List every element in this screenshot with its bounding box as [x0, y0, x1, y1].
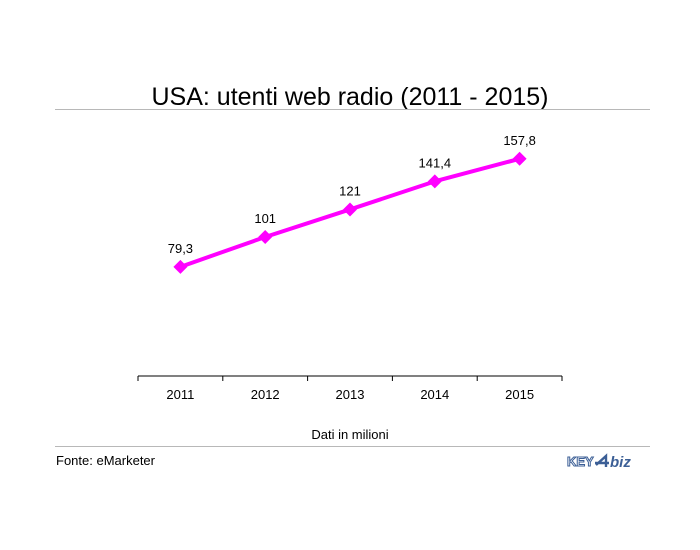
svg-text:KEY: KEY [567, 454, 594, 469]
key4biz-logo: KEY biz [567, 453, 631, 471]
svg-text:biz: biz [610, 454, 631, 471]
units-note: Dati in milioni [311, 427, 389, 442]
line-chart: 2011 2012 2013 2014 2015 79,3 101 121 141,4 157,8 [137, 133, 563, 402]
data-point-marker [258, 229, 273, 244]
data-label: 101 [254, 211, 276, 226]
x-tick-label: 2013 [336, 387, 365, 402]
data-label: 141,4 [419, 155, 452, 170]
data-point-marker [343, 202, 357, 217]
data-point-marker [173, 259, 188, 274]
x-tick-label: 2014 [420, 387, 449, 402]
data-point-marker [427, 174, 442, 189]
data-label: 79,3 [168, 241, 193, 256]
chart-title: USA: utenti web radio (2011 - 2015) [151, 83, 549, 111]
data-label: 157,8 [503, 133, 536, 148]
x-tick-label: 2011 [166, 387, 194, 402]
data-label: 121 [339, 183, 361, 198]
x-tick-label: 2012 [251, 387, 280, 402]
data-point-marker [512, 151, 527, 166]
source-text: Fonte: eMarketer [56, 453, 155, 468]
x-tick-label: 2015 [505, 387, 534, 402]
top-divider [55, 109, 650, 110]
bottom-divider [55, 446, 650, 447]
